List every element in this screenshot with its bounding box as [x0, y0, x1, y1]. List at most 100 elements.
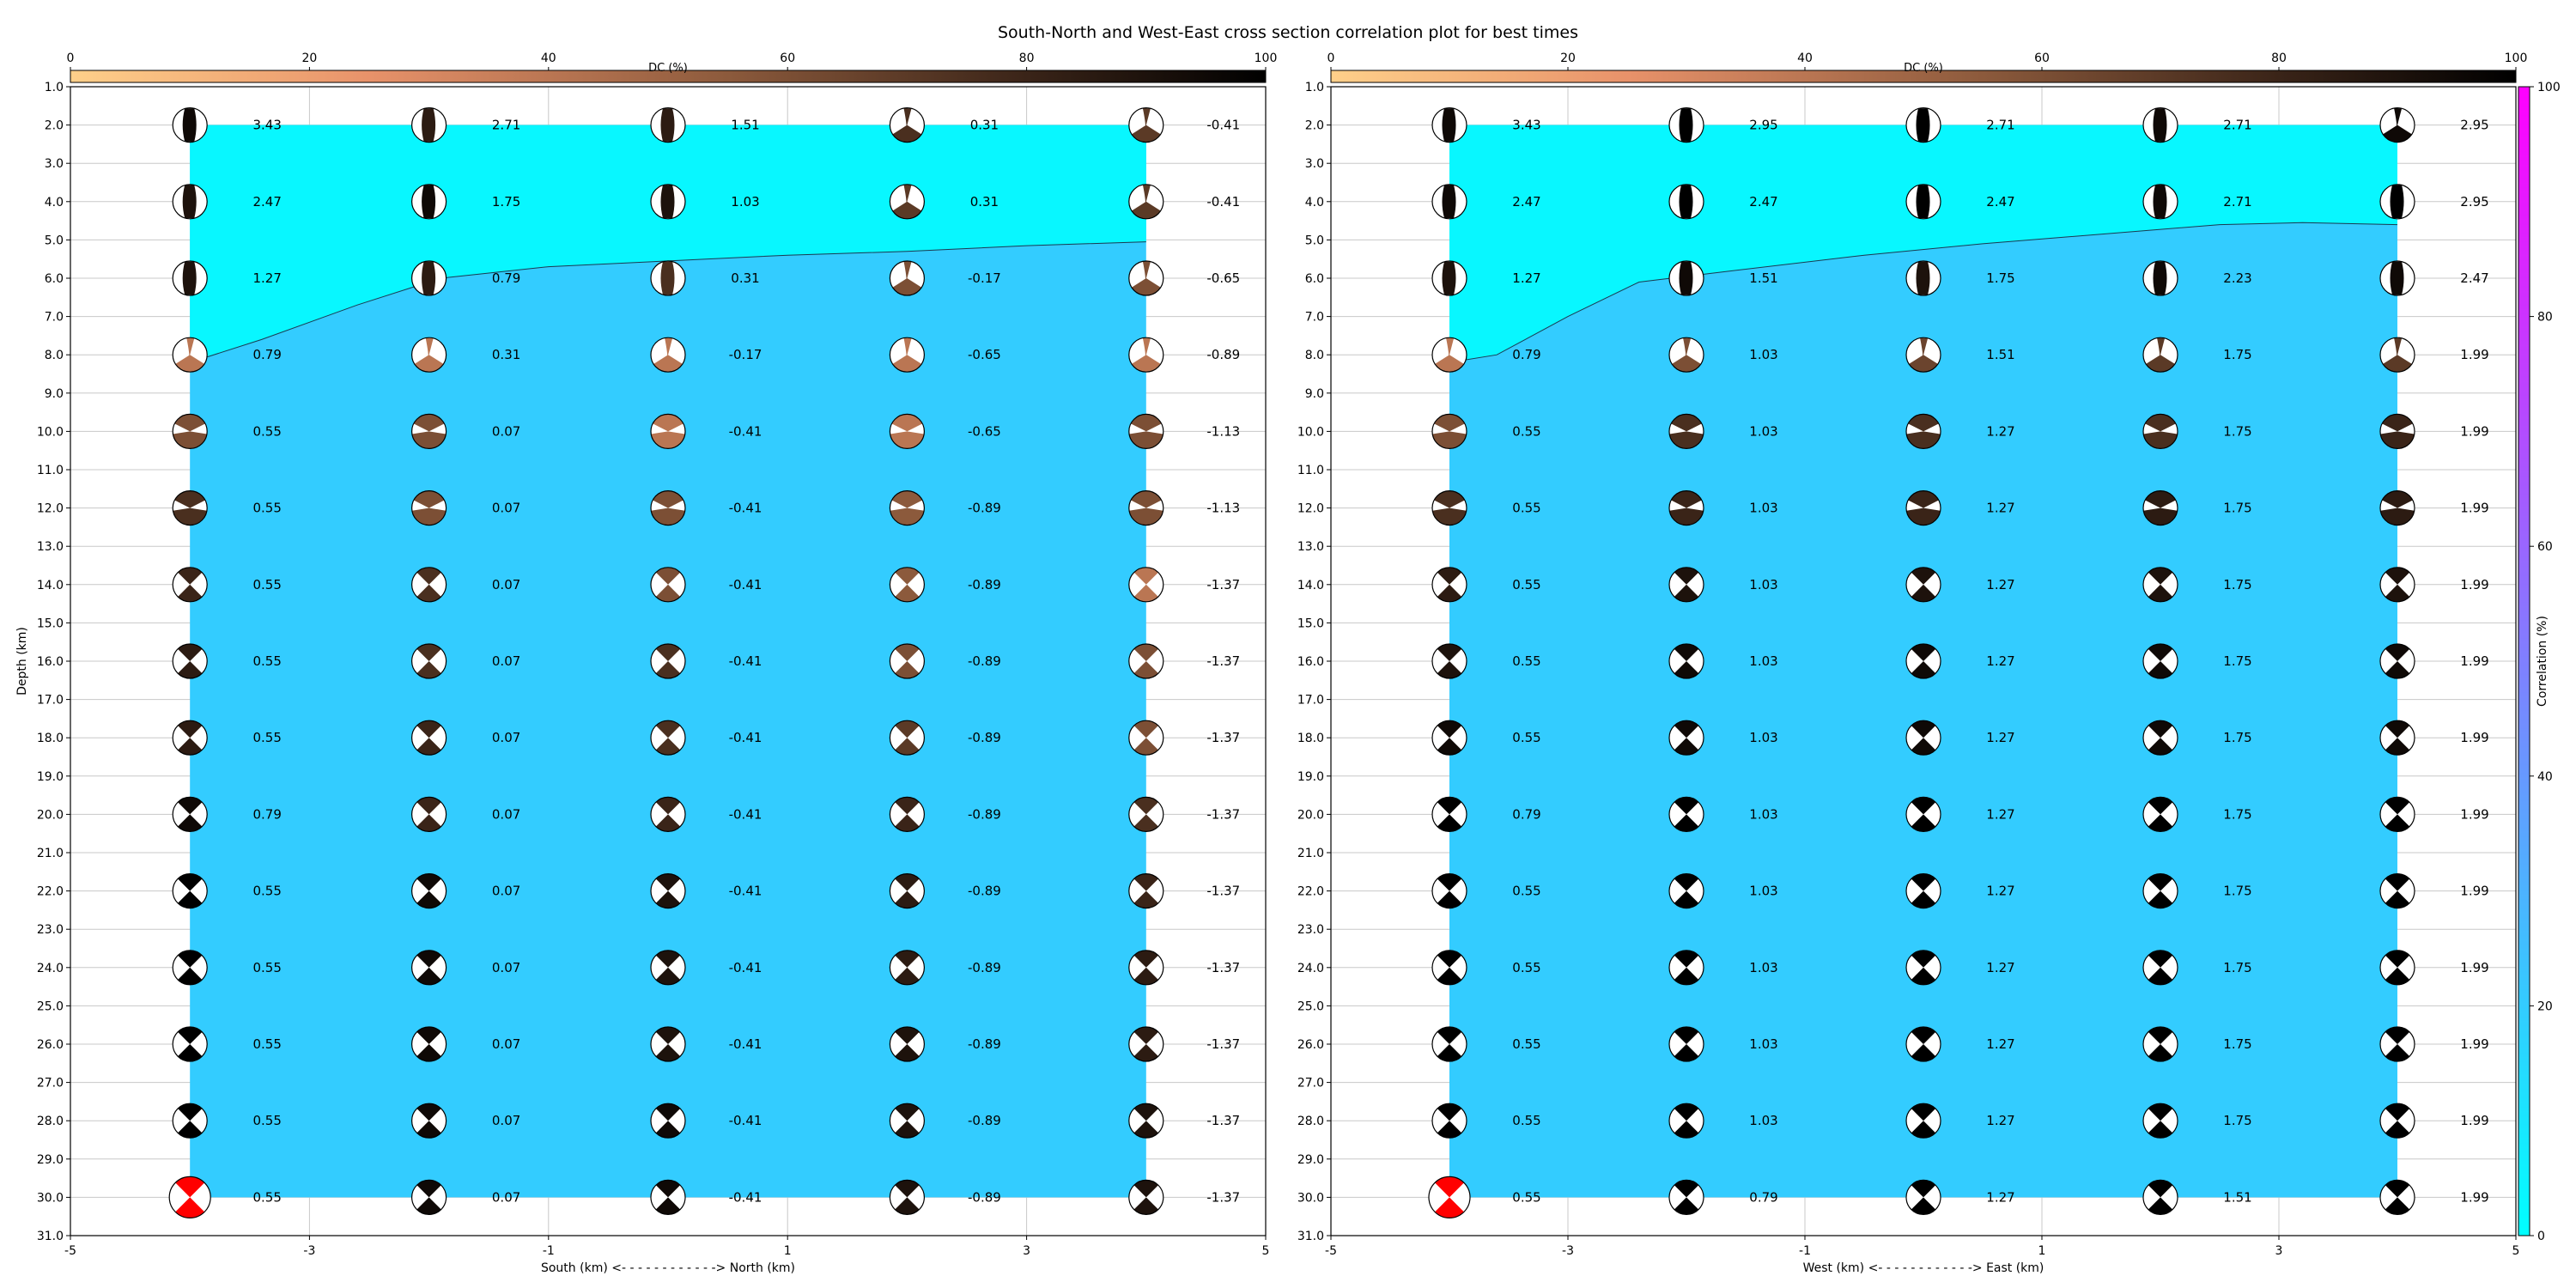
beachball-quad-top: [2148, 567, 2173, 585]
beachball-outline: [1431, 184, 1467, 220]
time-label: 1.75: [2223, 730, 2251, 745]
beachball-outline: [411, 489, 447, 526]
time-label: 1.99: [2460, 806, 2488, 822]
beachball-quad-bottom: [1133, 814, 1158, 832]
x-tick-label: 5: [1262, 1244, 1270, 1258]
beachball-outline: [2142, 720, 2178, 756]
beachball-outline: [1431, 413, 1467, 449]
beachball: [2142, 489, 2178, 526]
beachball: [1128, 413, 1164, 449]
corr-tick-label: 20: [2537, 999, 2553, 1013]
y-tick-label: 16.0: [37, 655, 64, 669]
beachball-quad-top: [895, 1180, 920, 1198]
beachball-quad-bottom: [890, 431, 925, 449]
beachball-outline: [2142, 413, 2178, 449]
y-tick-label: 14.0: [1297, 579, 1324, 592]
beachball-outline: [2379, 872, 2415, 909]
beachball-outline: [172, 872, 208, 909]
x-tick-label: -5: [1325, 1244, 1337, 1258]
beachball-outline: [1668, 184, 1704, 220]
beachball-quad-bottom: [2148, 967, 2173, 985]
beachball-outline: [1431, 872, 1467, 909]
x-axis-1: -5 -3 -1 1 3 5: [1325, 1236, 2519, 1258]
beachball-outline: [1431, 796, 1467, 833]
beachball-quad-top: [1437, 720, 1462, 738]
beachball-quad-top: [653, 414, 683, 432]
beachball: [2379, 643, 2415, 679]
beachball-outline: [650, 1103, 686, 1139]
beachball-wedge: [1142, 261, 1151, 282]
beachball-quad-top: [2385, 797, 2410, 815]
beachball: [1128, 1103, 1164, 1139]
beachball: [172, 260, 208, 296]
beachball: [889, 489, 926, 526]
time-label: 1.75: [2223, 884, 2251, 899]
beachball-band: [1916, 261, 1930, 295]
x-tick-label: -1: [543, 1244, 555, 1258]
time-label: 0.55: [1512, 884, 1540, 899]
dc-tick-label: 40: [541, 52, 556, 65]
beachball-quad-bottom: [173, 507, 207, 526]
beachball-quad-top: [2385, 873, 2410, 891]
time-label: -0.41: [1206, 194, 1240, 210]
beachball-quad-bottom: [655, 1121, 681, 1139]
time-label: 1.51: [2223, 1189, 2251, 1205]
beachball-quad-bottom: [2385, 814, 2410, 832]
time-label: 1.99: [2460, 423, 2488, 439]
time-label: 1.99: [2460, 1189, 2488, 1205]
beachball-quad-top: [1911, 797, 1936, 815]
beachball-band: [2153, 108, 2167, 142]
beachball-outline: [1905, 184, 1941, 220]
beachball-quad-bottom: [2385, 1121, 2410, 1139]
time-label: 1.27: [1986, 806, 2014, 822]
time-label: 0.07: [492, 577, 520, 592]
beachball-outline: [2142, 184, 2178, 220]
beachball-quad-top: [1911, 950, 1936, 968]
beachball-outline: [889, 489, 926, 526]
beachball: [168, 1176, 211, 1219]
time-label: 0.07: [492, 1036, 520, 1052]
beachball-quad-top: [655, 873, 681, 891]
beachball-outline: [2379, 950, 2415, 986]
beachball: [1668, 260, 1704, 296]
beachball-outline: [1431, 1026, 1467, 1062]
time-label: 0.55: [1512, 960, 1540, 975]
time-label: 1.27: [1986, 1113, 2014, 1128]
beachball: [1905, 260, 1941, 296]
marks-0: 3.43 2.71 1.51 0.31 -0.41 2.47 1.75 1.03 0.31 -0.…: [168, 107, 1240, 1219]
beachball-quad-bottom: [416, 738, 441, 756]
y-tick-label: 30.0: [37, 1191, 64, 1205]
time-label: -0.89: [968, 730, 1001, 745]
beachball: [1668, 950, 1704, 986]
beachball: [172, 796, 208, 833]
time-label: -0.17: [729, 347, 762, 362]
beachball-outline: [650, 107, 686, 143]
y-tick-label: 29.0: [37, 1153, 64, 1167]
beachball-wedge: [186, 337, 195, 359]
beachball-outline: [411, 337, 447, 373]
beachball-quad-bottom: [895, 967, 920, 985]
beachball-band: [182, 185, 197, 219]
beachball-quad-top: [895, 567, 920, 585]
beachball-outline: [1431, 337, 1467, 373]
time-label: -0.65: [968, 347, 1001, 362]
beachball-quad-bottom: [1133, 661, 1158, 678]
beachball-outline: [1128, 1179, 1164, 1216]
beachball-outline: [411, 1026, 447, 1062]
beachball-outline: [411, 413, 447, 449]
time-label: 0.07: [492, 960, 520, 975]
beachball-quad-top: [1674, 720, 1699, 738]
y-tick-label: 31.0: [37, 1230, 64, 1243]
beachball-outline: [411, 720, 447, 756]
beachball-wedge: [2157, 337, 2165, 359]
beachball-outline: [1128, 107, 1164, 143]
beachball-outline: [650, 950, 686, 986]
beachball-quad-bottom: [1437, 1121, 1462, 1139]
beachball-quad-bottom: [895, 1121, 920, 1139]
y-tick-label: 2.0: [1305, 119, 1324, 133]
beachball-quad-top: [178, 950, 203, 968]
beachball-outline: [1905, 260, 1941, 296]
beachball-outline: [889, 337, 926, 373]
y-tick-label: 21.0: [1297, 847, 1324, 860]
